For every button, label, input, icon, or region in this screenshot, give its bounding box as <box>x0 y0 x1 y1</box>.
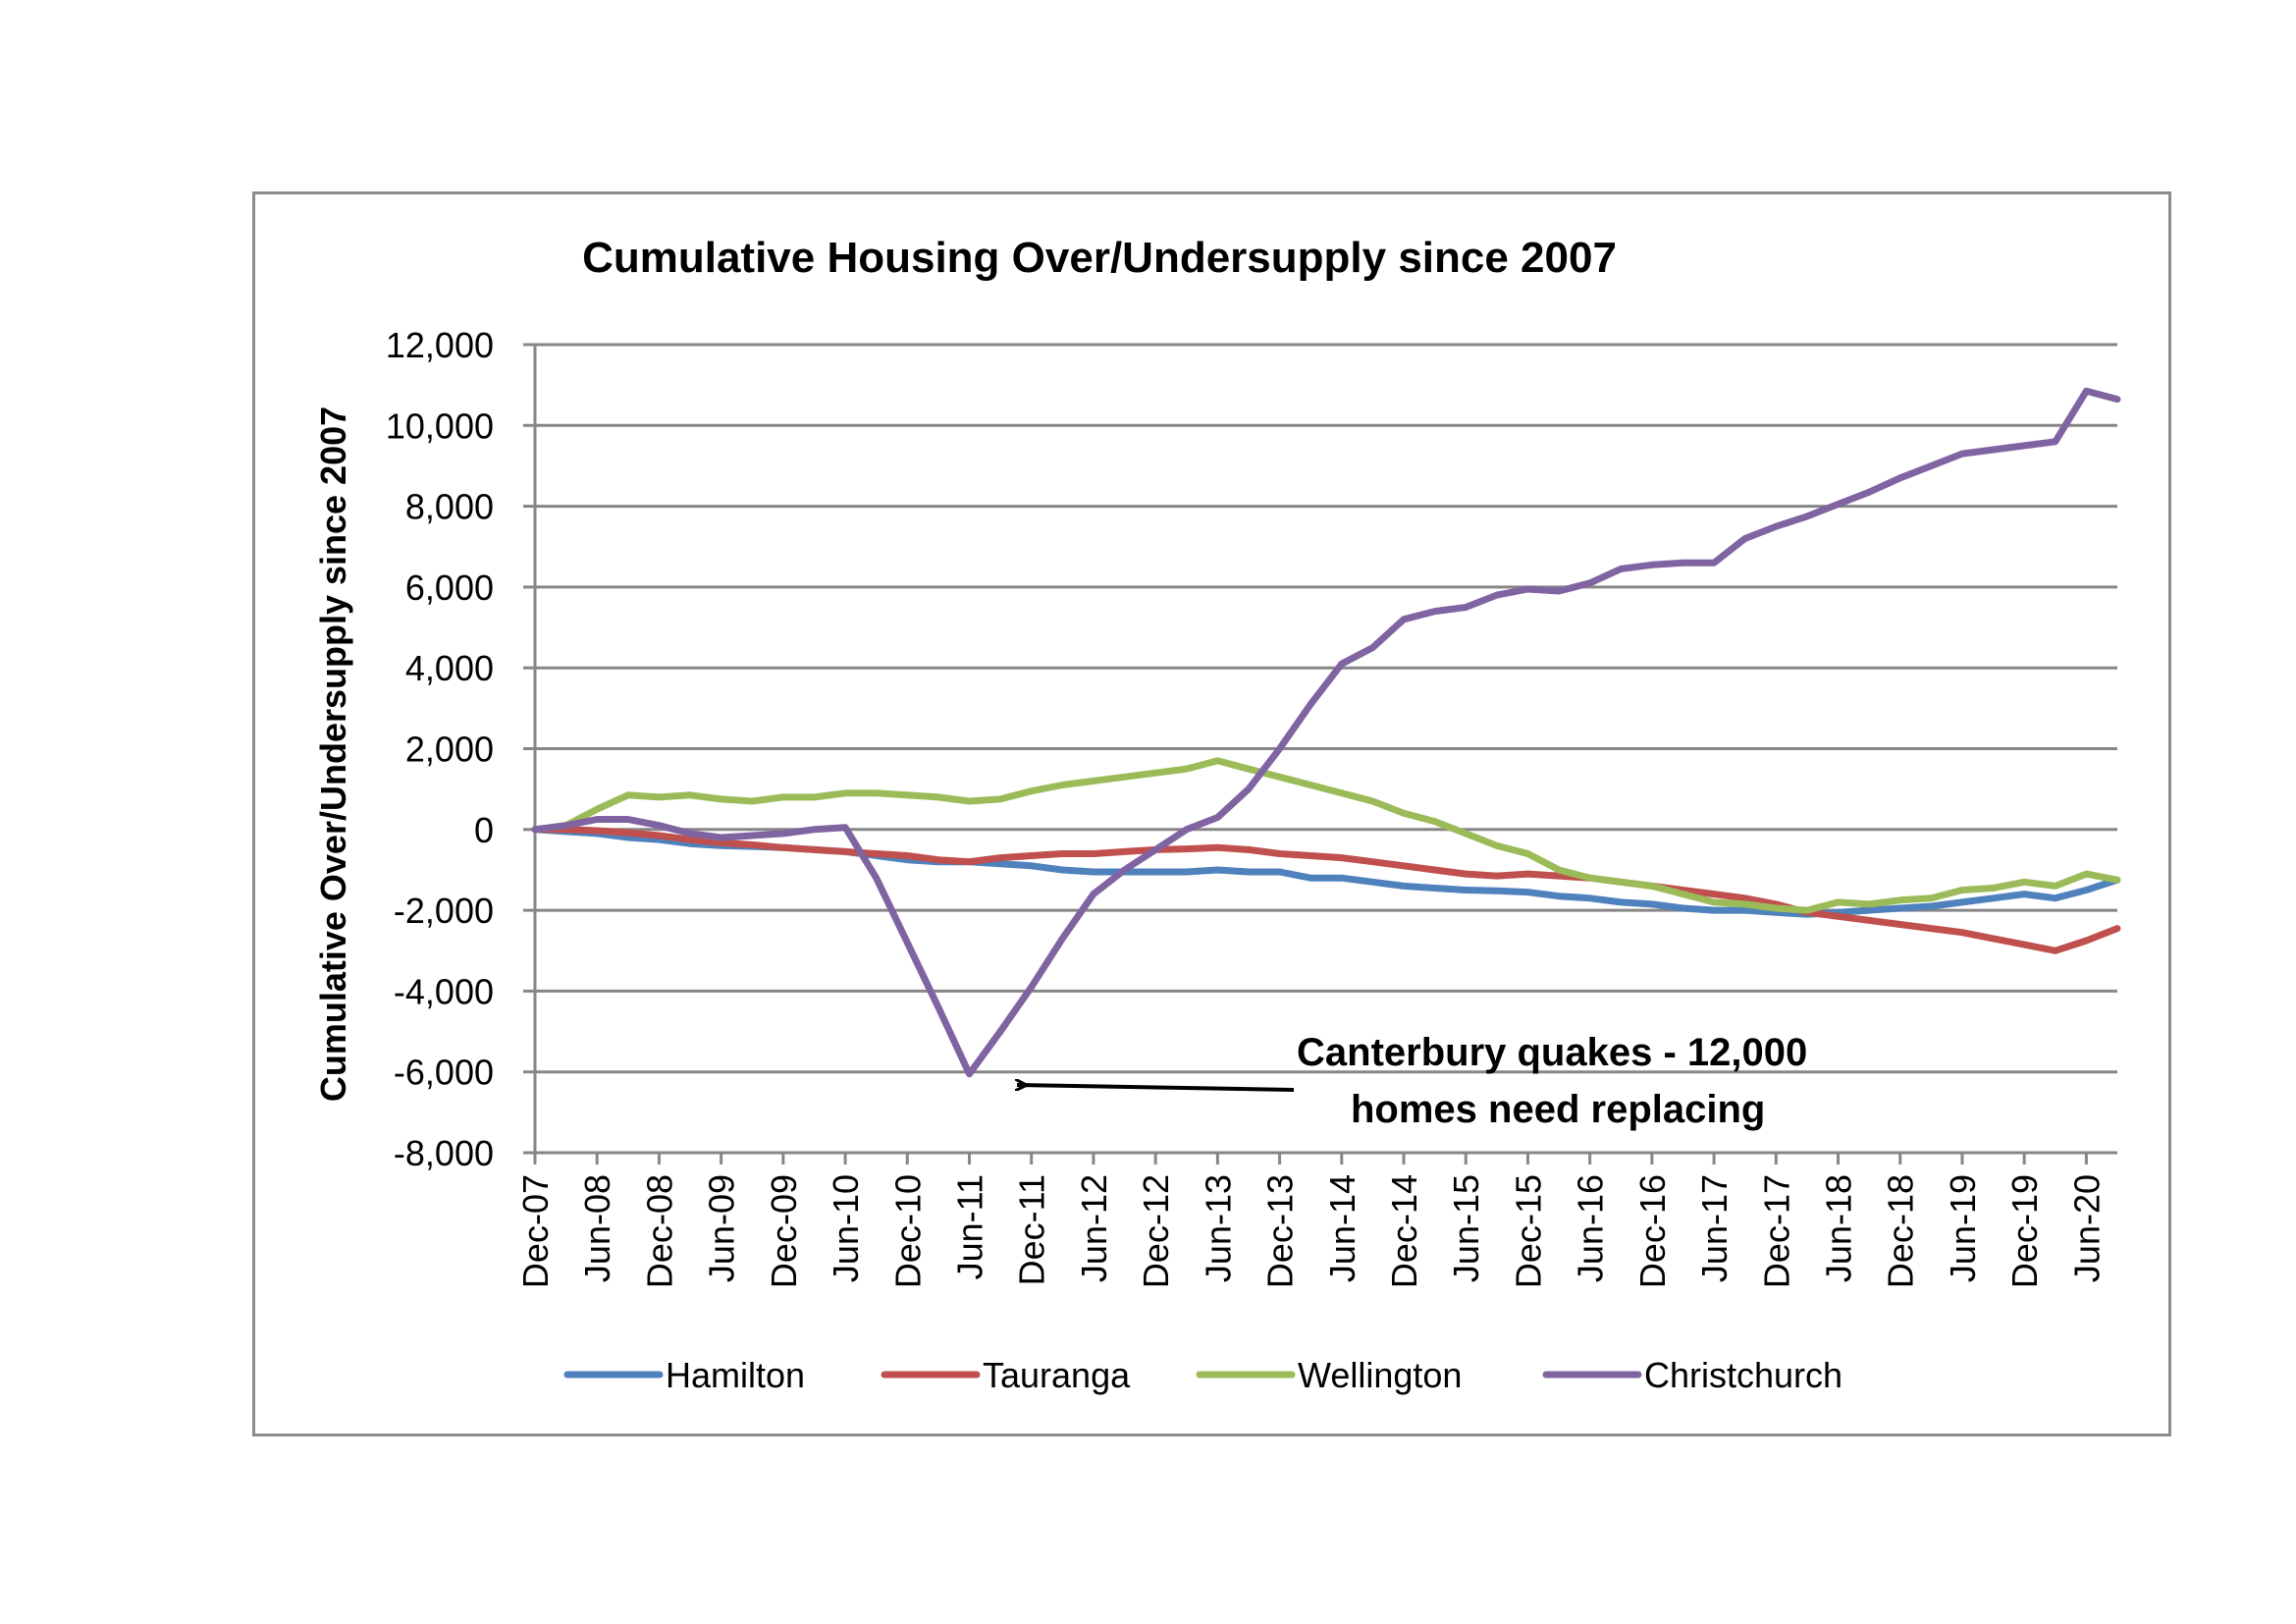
y-tick-label: 10,000 <box>386 406 494 446</box>
x-tick-label: Dec-16 <box>1632 1174 1673 1288</box>
x-tick-label: Jun-20 <box>2066 1174 2107 1282</box>
annotation-line-2: homes need replacing <box>1351 1088 1765 1131</box>
y-tick-label: 0 <box>474 810 494 850</box>
x-tick-label: Dec-07 <box>515 1174 556 1288</box>
chart-title: Cumulative Housing Over/Undersupply sinc… <box>582 234 1617 282</box>
annotation: Canterbury quakes - 12,000 homes need re… <box>1017 1031 1807 1131</box>
legend-label-tauranga: Tauranga <box>983 1355 1131 1395</box>
x-tick-label: Jun-19 <box>1943 1174 1983 1282</box>
legend-label-hamilton: Hamilton <box>666 1355 805 1395</box>
x-tick-label: Dec-17 <box>1756 1174 1796 1288</box>
y-tick-label: -6,000 <box>394 1053 494 1093</box>
x-tick-label: Dec-11 <box>1012 1174 1052 1285</box>
x-tick-label: Dec-09 <box>764 1174 804 1288</box>
y-tick-labels: 12,000 10,000 8,000 6,000 4,000 2,000 0 -2,000 -… <box>386 325 494 1173</box>
x-tick-label: Jun-18 <box>1819 1174 1859 1282</box>
x-tick-label: Jun-09 <box>702 1174 742 1282</box>
y-tick-label: 6,000 <box>405 568 494 608</box>
x-tick-label: Dec-10 <box>887 1174 928 1288</box>
x-tick-label: Dec-18 <box>1881 1174 1921 1288</box>
x-tick-label: Dec-08 <box>639 1174 679 1288</box>
x-tick-label: Jun-14 <box>1322 1174 1362 1282</box>
annotation-arrow <box>1017 1085 1295 1092</box>
y-tick-label: 4,000 <box>405 648 494 688</box>
y-tick-label: -8,000 <box>394 1133 494 1173</box>
chart-frame <box>252 191 2171 1436</box>
x-tick-label: Dec-12 <box>1136 1174 1176 1288</box>
legend-label-wellington: Wellington <box>1298 1355 1462 1395</box>
y-tick-label: 8,000 <box>405 487 494 527</box>
x-tick-label: Jun-15 <box>1446 1174 1486 1282</box>
y-tick-label: -2,000 <box>394 891 494 931</box>
y-tick-label: -4,000 <box>394 971 494 1011</box>
legend-label-christchurch: Christchurch <box>1644 1355 1842 1395</box>
legend: Hamilton Tauranga Wellington Christchurch <box>563 1355 1842 1395</box>
x-tick-label: Jun-11 <box>950 1174 990 1279</box>
x-tick-label: Dec-13 <box>1260 1174 1301 1288</box>
x-tick-label: Dec-15 <box>1508 1174 1548 1288</box>
x-tick-label: Jun-12 <box>1074 1174 1114 1282</box>
series-line-tauranga <box>531 826 2121 954</box>
x-tick-label: Dec-19 <box>2004 1174 2045 1288</box>
series-line-wellington <box>531 757 2121 914</box>
x-tick-label: Dec-14 <box>1384 1174 1424 1288</box>
x-tick-label: Jun-08 <box>577 1174 617 1282</box>
series-lines <box>531 387 2121 1078</box>
x-tick-labels: Dec-07 Jun-08 Dec-08 Jun-09 Dec-09 Jun-10 Dec-… <box>515 1174 2107 1288</box>
annotation-line-1: Canterbury quakes - 12,000 <box>1297 1031 1807 1074</box>
axes <box>523 343 2088 1164</box>
x-tick-label: Jun-13 <box>1198 1174 1238 1282</box>
x-tick-label: Jun-16 <box>1571 1174 1611 1282</box>
y-axis-label: Cumulative Over/Undersupply since 2007 <box>313 406 353 1102</box>
x-tick-label: Jun-17 <box>1694 1174 1735 1282</box>
series-line-christchurch <box>531 387 2121 1078</box>
y-tick-label: 2,000 <box>405 730 494 770</box>
x-tick-label: Jun-10 <box>826 1174 866 1282</box>
y-tick-label: 12,000 <box>386 325 494 365</box>
gridlines <box>535 343 2117 1155</box>
